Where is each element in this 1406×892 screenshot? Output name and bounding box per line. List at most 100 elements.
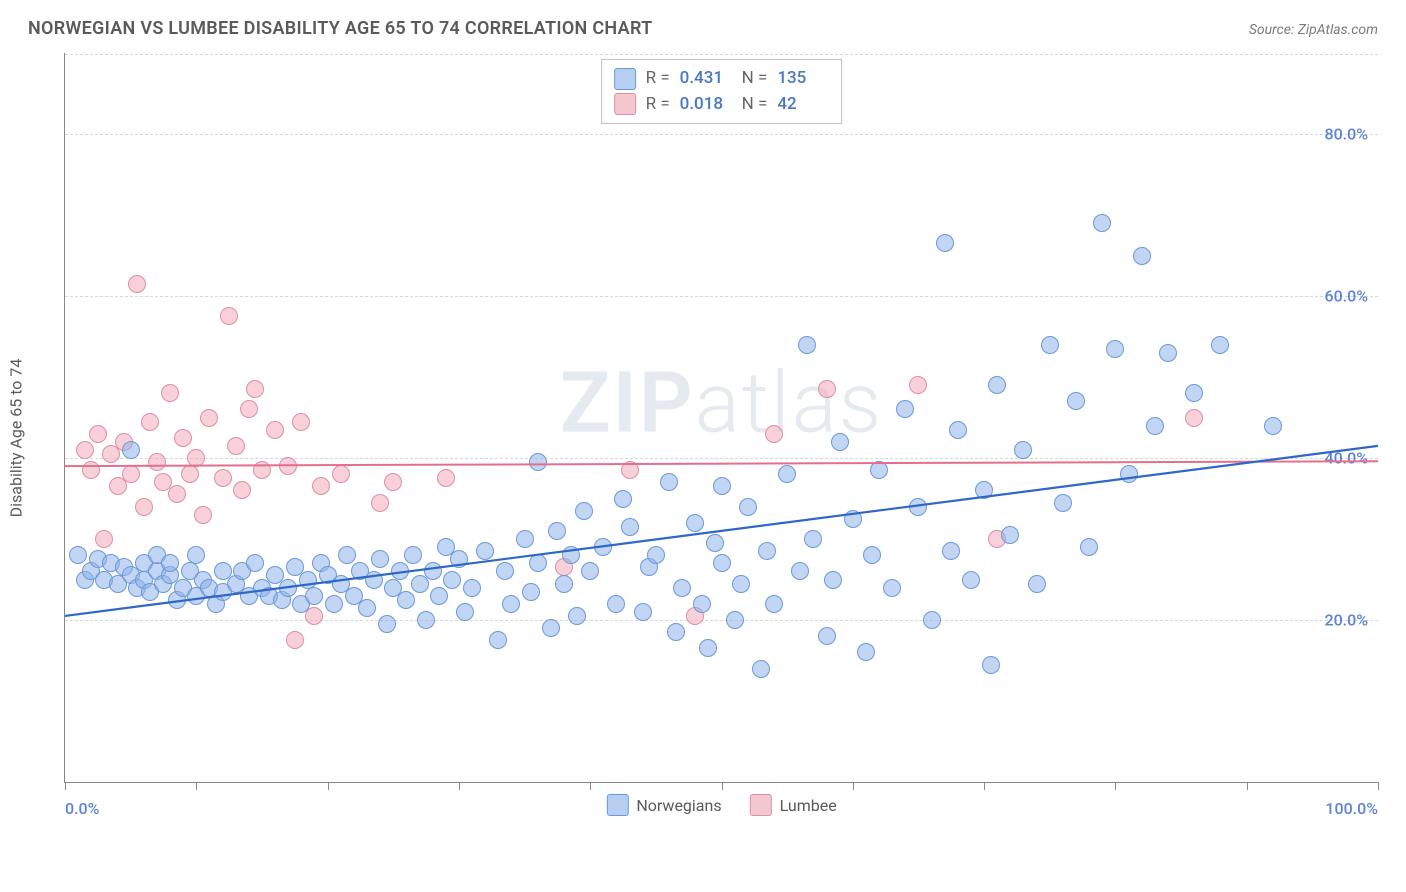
data-point-lumbee — [168, 485, 186, 503]
data-point-norwegians — [883, 579, 901, 597]
data-point-norwegians — [1185, 384, 1203, 402]
data-point-norwegians — [863, 546, 881, 564]
data-point-norwegians — [962, 571, 980, 589]
data-point-norwegians — [1133, 247, 1151, 265]
x-tick — [196, 782, 197, 790]
data-point-norwegians — [923, 611, 941, 629]
data-point-lumbee — [818, 380, 836, 398]
data-point-norwegians — [699, 639, 717, 657]
n-value: 42 — [777, 92, 829, 118]
data-point-norwegians — [686, 514, 704, 532]
data-point-norwegians — [365, 571, 383, 589]
data-point-lumbee — [227, 437, 245, 455]
data-point-norwegians — [713, 477, 731, 495]
data-point-lumbee — [128, 275, 146, 293]
data-point-norwegians — [575, 502, 593, 520]
data-point-norwegians — [1001, 526, 1019, 544]
data-point-norwegians — [555, 575, 573, 593]
data-point-norwegians — [325, 595, 343, 613]
data-point-lumbee — [194, 506, 212, 524]
data-point-norwegians — [732, 575, 750, 593]
data-point-lumbee — [135, 498, 153, 516]
data-point-norwegians — [1159, 344, 1177, 362]
data-point-lumbee — [181, 465, 199, 483]
swatch-norwegians — [614, 68, 636, 90]
data-point-lumbee — [909, 376, 927, 394]
data-point-lumbee — [286, 631, 304, 649]
data-point-norwegians — [548, 522, 566, 540]
data-point-norwegians — [758, 542, 776, 560]
legend-item-lumbee: Lumbee — [750, 794, 837, 816]
x-tick — [722, 782, 723, 790]
correlation-legend: R = 0.431 N = 135 R = 0.018 N = 42 — [601, 59, 843, 124]
data-point-norwegians — [1106, 340, 1124, 358]
x-tick — [328, 782, 329, 790]
data-point-lumbee — [621, 461, 639, 479]
data-point-lumbee — [89, 425, 107, 443]
data-point-lumbee — [200, 409, 218, 427]
data-point-norwegians — [529, 453, 547, 471]
chart-title: NORWEGIAN VS LUMBEE DISABILITY AGE 65 TO… — [28, 18, 652, 39]
data-point-norwegians — [391, 562, 409, 580]
data-point-norwegians — [726, 611, 744, 629]
data-point-norwegians — [338, 546, 356, 564]
legend-row-norwegians: R = 0.431 N = 135 — [614, 66, 830, 92]
data-point-norwegians — [1146, 417, 1164, 435]
x-tick — [1115, 782, 1116, 790]
gridline — [65, 54, 1378, 55]
data-point-norwegians — [752, 660, 770, 678]
n-value: 135 — [777, 66, 829, 92]
gridline — [65, 458, 1378, 459]
data-point-norwegians — [122, 441, 140, 459]
plot-area: ZIPatlas 20.0%40.0%60.0%80.0% R = 0.431 … — [64, 53, 1378, 783]
data-point-lumbee — [765, 425, 783, 443]
data-point-norwegians — [502, 595, 520, 613]
data-point-lumbee — [253, 461, 271, 479]
x-tick — [1247, 782, 1248, 790]
watermark-light: atlas — [695, 353, 884, 452]
gridline — [65, 620, 1378, 621]
data-point-norwegians — [358, 599, 376, 617]
data-point-lumbee — [148, 453, 166, 471]
data-point-norwegians — [824, 571, 842, 589]
data-point-norwegians — [463, 579, 481, 597]
data-point-norwegians — [765, 595, 783, 613]
data-point-lumbee — [292, 413, 310, 431]
data-point-norwegians — [489, 631, 507, 649]
data-point-norwegians — [378, 615, 396, 633]
r-value: 0.431 — [680, 66, 732, 92]
chart-container: Disability Age 65 to 74 ZIPatlas 20.0%40… — [28, 53, 1378, 823]
data-point-norwegians — [404, 546, 422, 564]
data-point-norwegians — [831, 433, 849, 451]
x-tick-label: 0.0% — [65, 799, 99, 818]
data-point-norwegians — [857, 643, 875, 661]
data-point-norwegians — [562, 546, 580, 564]
r-label: R = — [646, 66, 670, 92]
data-point-norwegians — [305, 587, 323, 605]
data-point-lumbee — [437, 469, 455, 487]
data-point-lumbee — [246, 380, 264, 398]
x-tick — [853, 782, 854, 790]
data-point-lumbee — [266, 421, 284, 439]
data-point-norwegians — [982, 656, 1000, 674]
data-point-norwegians — [798, 336, 816, 354]
data-point-norwegians — [804, 530, 822, 548]
data-point-norwegians — [1067, 392, 1085, 410]
swatch-norwegians — [606, 794, 628, 816]
x-tick — [65, 782, 66, 790]
y-tick-label: 20.0% — [1324, 611, 1368, 630]
data-point-norwegians — [949, 421, 967, 439]
data-point-norwegians — [1054, 494, 1072, 512]
data-point-norwegians — [1093, 214, 1111, 232]
data-point-norwegians — [594, 538, 612, 556]
data-point-norwegians — [476, 542, 494, 560]
watermark-bold: ZIP — [560, 353, 695, 452]
data-point-norwegians — [69, 546, 87, 564]
data-point-norwegians — [614, 490, 632, 508]
x-tick — [1378, 782, 1379, 790]
data-point-lumbee — [122, 465, 140, 483]
data-point-norwegians — [568, 607, 586, 625]
data-point-lumbee — [141, 413, 159, 431]
data-point-norwegians — [443, 571, 461, 589]
swatch-lumbee — [614, 93, 636, 115]
